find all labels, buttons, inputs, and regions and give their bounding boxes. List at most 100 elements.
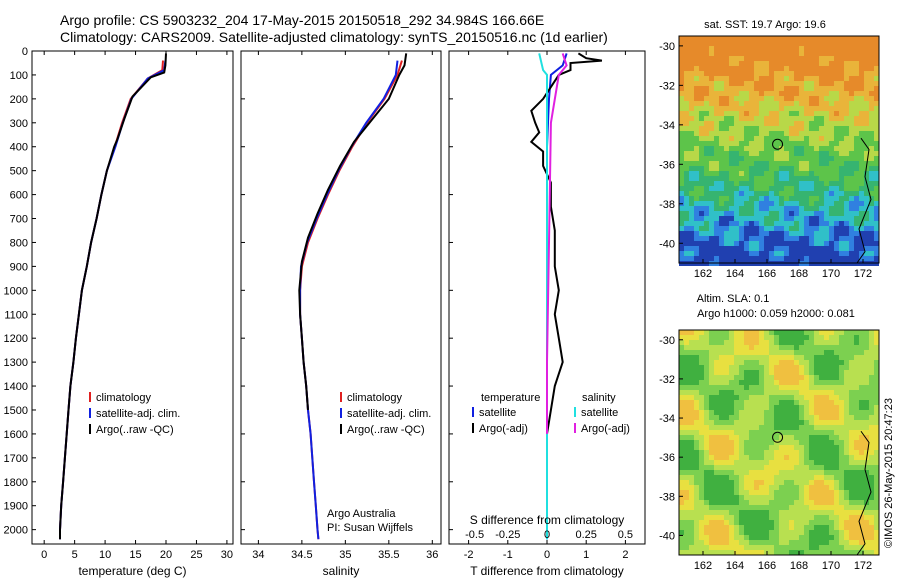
map-cell (679, 106, 684, 111)
map-cell (824, 41, 829, 46)
map-cell (814, 76, 819, 81)
map-cell (794, 256, 799, 261)
map-cell (694, 131, 699, 136)
map-cell (849, 490, 854, 495)
map-cell (729, 41, 734, 46)
map-cell (799, 335, 804, 340)
map-cell (794, 525, 799, 530)
map-cell (699, 450, 704, 455)
map-cell (874, 510, 879, 515)
map-cell (784, 480, 789, 485)
map-cell (859, 86, 864, 91)
map-cell (709, 66, 714, 71)
map-cell (819, 241, 824, 246)
map-cell (824, 470, 829, 475)
map-cell (719, 450, 724, 455)
map-cell (804, 156, 809, 161)
map-cell (779, 395, 784, 400)
map-cell (734, 440, 739, 445)
map-cell (764, 101, 769, 106)
map-cell (684, 510, 689, 515)
map-cell (809, 141, 814, 146)
map-cell (799, 515, 804, 520)
map-cell (679, 111, 684, 116)
map-cell (719, 335, 724, 340)
map-cell (754, 365, 759, 370)
map-cell (759, 236, 764, 241)
map-cell (859, 415, 864, 420)
map-cell (814, 345, 819, 350)
map-cell (699, 61, 704, 66)
map-cell (794, 550, 799, 555)
map-cell (724, 390, 729, 395)
map-cell (689, 345, 694, 350)
map-cell (799, 430, 804, 435)
map-cell (734, 335, 739, 340)
map-cell (789, 136, 794, 141)
map-cell (824, 350, 829, 355)
map-cell (759, 470, 764, 475)
map-cell (739, 330, 744, 335)
map-cell (709, 395, 714, 400)
map-cell (809, 121, 814, 126)
map-cell (834, 186, 839, 191)
map-cell (764, 81, 769, 86)
map-cell (754, 495, 759, 500)
map-cell (794, 480, 799, 485)
map-cell (699, 410, 704, 415)
map-cell (834, 81, 839, 86)
map-cell (744, 66, 749, 71)
map-cell (779, 550, 784, 555)
map-cell (714, 146, 719, 151)
map-cell (794, 385, 799, 390)
map-cell (834, 380, 839, 385)
map-cell (704, 236, 709, 241)
map-cell (769, 191, 774, 196)
map-cell (869, 226, 874, 231)
map-cell (704, 385, 709, 390)
map-cell (869, 405, 874, 410)
map-cell (784, 415, 789, 420)
map-cell (684, 61, 689, 66)
map-cell (784, 201, 789, 206)
map-cell (809, 510, 814, 515)
map-cell (694, 231, 699, 236)
map-cell (699, 156, 704, 161)
map-cell (829, 330, 834, 335)
map-cell (824, 435, 829, 440)
map-cell (699, 380, 704, 385)
map-cell (749, 186, 754, 191)
map-cell (839, 410, 844, 415)
map-cell (844, 455, 849, 460)
map-cell (819, 246, 824, 251)
map-cell (724, 355, 729, 360)
map-cell (854, 535, 859, 540)
map-cell (784, 66, 789, 71)
map-cell (764, 435, 769, 440)
map-cell (689, 400, 694, 405)
map-cell (874, 166, 879, 171)
map-cell (834, 405, 839, 410)
map-cell (694, 435, 699, 440)
map-cell (774, 400, 779, 405)
map-cell (849, 360, 854, 365)
map-cell (804, 515, 809, 520)
map-cell (794, 171, 799, 176)
map-cell (839, 91, 844, 96)
map-cell (724, 206, 729, 211)
map-cell (734, 226, 739, 231)
map-cell (829, 236, 834, 241)
map-cell (684, 480, 689, 485)
map-cell (819, 181, 824, 186)
map-cell (694, 525, 699, 530)
map-cell (699, 340, 704, 345)
map-cell (754, 345, 759, 350)
map-cell (849, 231, 854, 236)
map-cell (734, 520, 739, 525)
map-cell (829, 540, 834, 545)
map-cell (804, 500, 809, 505)
map-cell (874, 41, 879, 46)
map-cell (759, 176, 764, 181)
map-cell (814, 141, 819, 146)
map-cell (794, 166, 799, 171)
